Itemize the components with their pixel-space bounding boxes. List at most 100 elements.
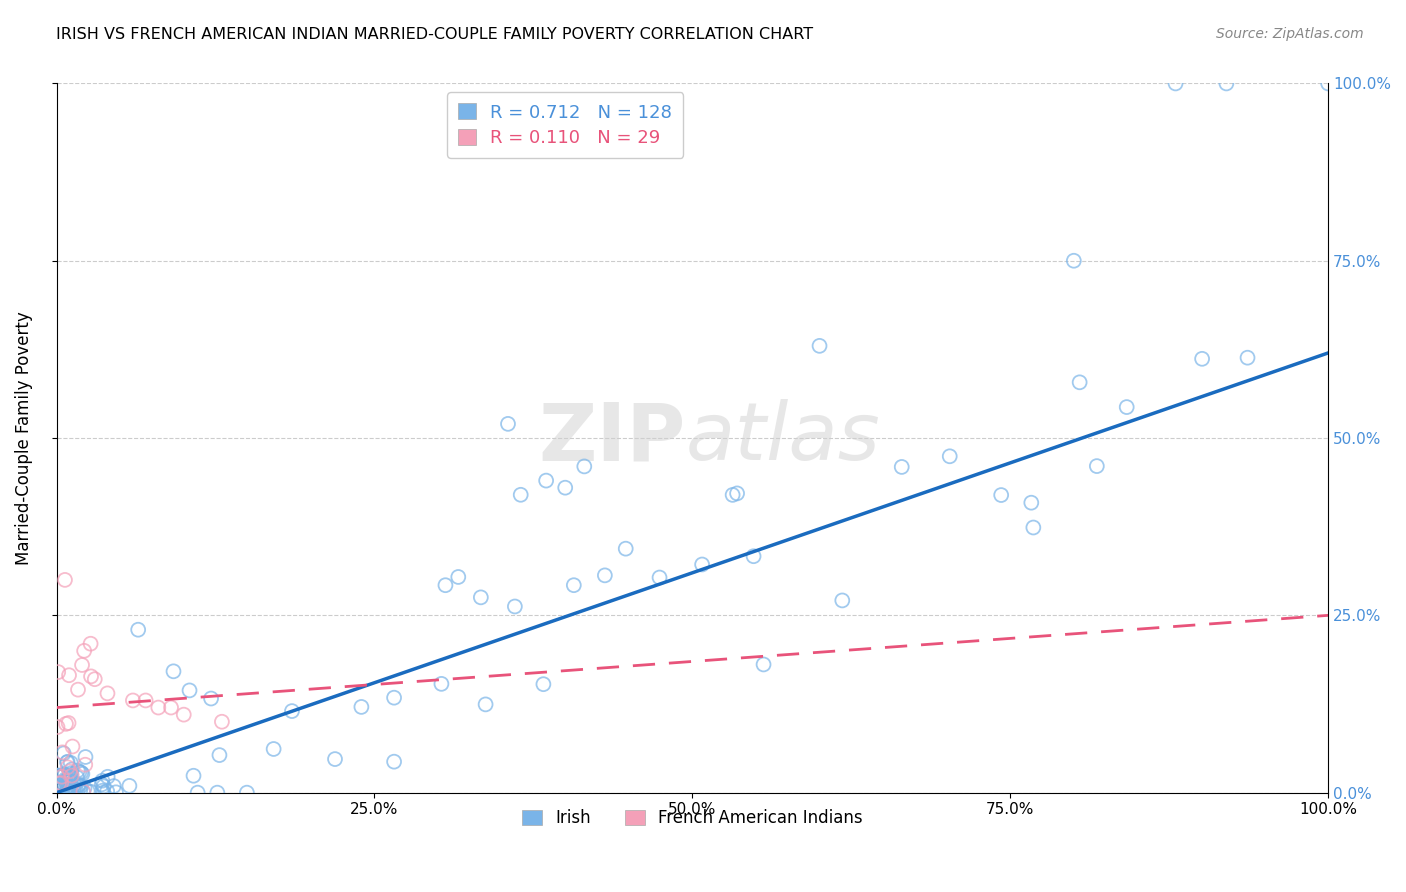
Point xyxy=(51,745,73,759)
Point xyxy=(187,786,209,800)
Point xyxy=(75,750,97,764)
Point xyxy=(66,682,89,697)
Point xyxy=(51,770,73,784)
Point xyxy=(208,748,231,763)
Point xyxy=(63,778,86,792)
Point xyxy=(55,772,77,787)
Point xyxy=(52,747,75,761)
Point xyxy=(67,764,90,779)
Point xyxy=(721,488,744,502)
Point xyxy=(1215,77,1237,91)
Point xyxy=(79,637,101,651)
Point xyxy=(55,786,77,800)
Point xyxy=(614,541,637,556)
Point xyxy=(148,700,170,714)
Point xyxy=(323,752,346,766)
Point xyxy=(562,578,585,592)
Point xyxy=(69,779,91,793)
Point xyxy=(1019,496,1042,510)
Text: ZIP: ZIP xyxy=(538,399,686,477)
Point xyxy=(1164,77,1187,91)
Point xyxy=(1115,400,1137,414)
Point xyxy=(52,779,75,793)
Point xyxy=(75,757,97,772)
Point xyxy=(90,777,112,791)
Point xyxy=(236,786,259,800)
Point xyxy=(509,488,531,502)
Point xyxy=(72,785,94,799)
Point xyxy=(531,677,554,691)
Point xyxy=(56,780,79,794)
Point xyxy=(474,698,496,712)
Point xyxy=(118,779,141,793)
Point xyxy=(648,570,671,584)
Point xyxy=(56,760,79,774)
Point xyxy=(70,765,93,780)
Point xyxy=(59,784,82,798)
Point xyxy=(430,677,453,691)
Point xyxy=(808,339,831,353)
Point xyxy=(207,786,229,800)
Point xyxy=(122,693,145,707)
Point xyxy=(69,783,91,797)
Point xyxy=(60,769,83,783)
Point xyxy=(62,739,84,754)
Point xyxy=(53,573,76,587)
Point xyxy=(58,716,80,731)
Point xyxy=(73,780,96,795)
Point xyxy=(73,644,96,658)
Point xyxy=(46,769,69,783)
Point xyxy=(742,549,765,564)
Point xyxy=(938,450,960,464)
Point xyxy=(690,558,713,572)
Point xyxy=(55,785,77,799)
Point xyxy=(1069,376,1091,390)
Point xyxy=(91,773,114,788)
Point xyxy=(67,779,90,793)
Point xyxy=(990,488,1012,502)
Point xyxy=(725,486,748,500)
Point xyxy=(66,771,89,785)
Point xyxy=(60,766,83,780)
Point xyxy=(70,658,93,673)
Point xyxy=(97,770,120,784)
Point xyxy=(104,785,127,799)
Point xyxy=(48,776,70,790)
Point xyxy=(447,570,470,584)
Point xyxy=(62,780,84,794)
Point xyxy=(1317,77,1340,91)
Point xyxy=(162,665,184,679)
Point xyxy=(76,784,98,798)
Point xyxy=(46,781,69,796)
Point xyxy=(503,599,526,614)
Point xyxy=(55,781,77,796)
Point xyxy=(65,783,87,797)
Point xyxy=(179,683,201,698)
Point xyxy=(83,672,105,686)
Point xyxy=(160,700,183,714)
Point xyxy=(56,756,79,770)
Point xyxy=(1022,520,1045,534)
Point xyxy=(263,742,285,756)
Point xyxy=(53,767,76,781)
Point xyxy=(48,776,70,790)
Point xyxy=(49,775,72,789)
Point xyxy=(60,763,83,777)
Point xyxy=(59,769,82,783)
Point xyxy=(534,474,557,488)
Point xyxy=(55,717,77,731)
Point xyxy=(135,693,157,707)
Point xyxy=(173,707,195,722)
Point xyxy=(72,767,94,781)
Point xyxy=(1236,351,1258,365)
Point xyxy=(382,755,405,769)
Point xyxy=(103,779,125,793)
Point xyxy=(58,782,80,797)
Point xyxy=(56,772,79,786)
Point xyxy=(96,784,118,798)
Point xyxy=(59,764,82,779)
Text: atlas: atlas xyxy=(686,399,880,477)
Point xyxy=(52,781,75,796)
Text: IRISH VS FRENCH AMERICAN INDIAN MARRIED-COUPLE FAMILY POVERTY CORRELATION CHART: IRISH VS FRENCH AMERICAN INDIAN MARRIED-… xyxy=(56,27,813,42)
Point xyxy=(496,417,519,431)
